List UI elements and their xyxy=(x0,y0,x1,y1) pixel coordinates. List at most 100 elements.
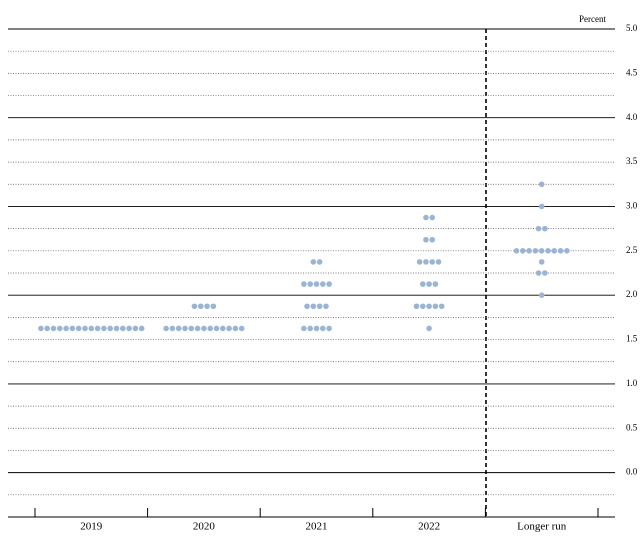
dot xyxy=(538,248,545,254)
dot xyxy=(307,325,314,332)
y-tick-label: 3.5 xyxy=(626,156,638,166)
dot xyxy=(420,303,426,310)
dot xyxy=(538,259,545,265)
x-tick-label: Longer run xyxy=(517,521,567,533)
dot xyxy=(526,248,532,254)
dot xyxy=(126,325,132,332)
y-tick-label: 4.0 xyxy=(626,112,638,122)
dot xyxy=(538,292,545,298)
dot xyxy=(316,303,323,310)
dot xyxy=(551,248,558,254)
dot xyxy=(197,303,204,310)
dot xyxy=(75,325,82,332)
dot xyxy=(88,325,95,332)
dot xyxy=(542,225,548,232)
dot xyxy=(175,325,182,332)
dot xyxy=(416,259,423,265)
dot xyxy=(432,303,439,310)
dot xyxy=(429,236,436,243)
dot xyxy=(301,325,307,332)
y-tick-label: 0.5 xyxy=(626,422,638,432)
dot xyxy=(107,325,113,332)
y-tick-label: 3.0 xyxy=(626,201,638,211)
dot xyxy=(188,325,195,332)
dot xyxy=(113,325,120,332)
dot xyxy=(238,325,245,332)
y-tick-label: 1.5 xyxy=(626,334,638,344)
dot xyxy=(38,325,44,332)
dot xyxy=(310,259,317,265)
dot xyxy=(316,259,323,265)
dot xyxy=(520,248,526,254)
dot xyxy=(194,325,201,332)
dot xyxy=(420,281,426,287)
dot xyxy=(432,281,439,287)
dot xyxy=(232,325,239,332)
dot xyxy=(538,181,545,188)
x-tick-label: 2022 xyxy=(418,521,440,533)
dot xyxy=(182,325,188,332)
dot xyxy=(310,303,317,310)
dot xyxy=(204,303,210,310)
dot xyxy=(44,325,50,332)
dot xyxy=(323,303,329,310)
dot xyxy=(313,325,320,332)
dot xyxy=(538,203,545,210)
dot xyxy=(438,303,445,310)
y-tick-label: 0.0 xyxy=(626,467,638,477)
dot xyxy=(301,281,307,287)
dot xyxy=(557,248,564,254)
dot xyxy=(213,325,220,332)
dot xyxy=(101,325,107,332)
y-tick-label: 1.0 xyxy=(626,378,638,388)
dot xyxy=(57,325,63,332)
dot xyxy=(191,303,198,310)
dot xyxy=(564,248,570,254)
dot xyxy=(304,303,310,310)
dot xyxy=(532,248,539,254)
dot xyxy=(413,303,420,310)
dot xyxy=(207,325,213,332)
dot xyxy=(535,270,542,276)
y-axis-label: Percent xyxy=(579,14,606,24)
dot xyxy=(63,325,69,332)
dot xyxy=(50,325,57,332)
dot xyxy=(320,281,326,287)
dot xyxy=(210,303,217,310)
dot xyxy=(429,259,436,265)
dot xyxy=(423,214,429,221)
dot xyxy=(426,325,432,332)
y-tick-label: 2.0 xyxy=(626,289,638,299)
dot xyxy=(138,325,145,332)
dot xyxy=(132,325,139,332)
dot xyxy=(163,325,169,332)
dot xyxy=(307,281,314,287)
dot xyxy=(542,270,548,276)
dot xyxy=(320,325,326,332)
dot xyxy=(326,325,332,332)
dot xyxy=(426,281,432,287)
dot xyxy=(201,325,207,332)
dot xyxy=(535,225,542,232)
dot xyxy=(313,281,320,287)
x-tick-label: 2019 xyxy=(80,521,103,533)
y-tick-label: 5.0 xyxy=(626,23,638,33)
dot xyxy=(120,325,126,332)
dot xyxy=(423,236,429,243)
y-tick-label: 4.5 xyxy=(626,67,638,77)
dot xyxy=(513,248,520,254)
dot xyxy=(169,325,176,332)
dot xyxy=(69,325,76,332)
dot xyxy=(426,303,432,310)
dot xyxy=(220,325,226,332)
dot xyxy=(326,281,332,287)
dot xyxy=(94,325,101,332)
dot xyxy=(429,214,436,221)
dot xyxy=(82,325,88,332)
dot xyxy=(226,325,232,332)
dot xyxy=(545,248,551,254)
x-tick-label: 2020 xyxy=(193,521,216,533)
x-tick-label: 2021 xyxy=(306,521,328,533)
